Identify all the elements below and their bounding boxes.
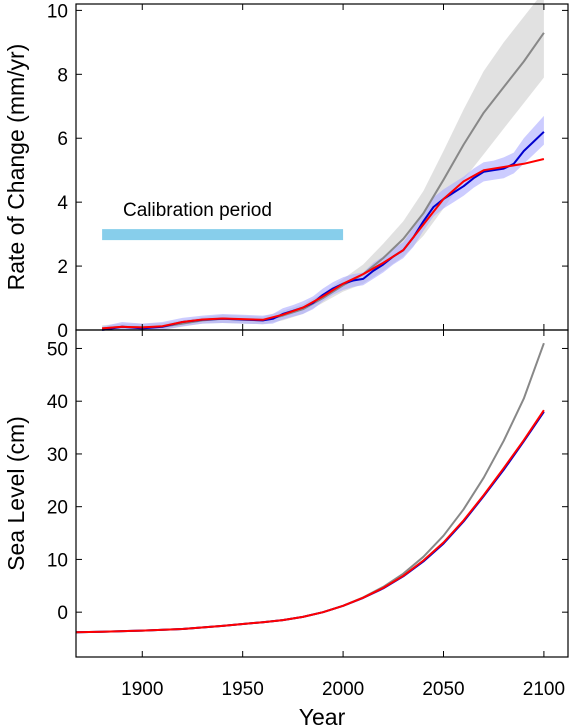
y-tick-label: 2 bbox=[57, 257, 68, 278]
series-line-0 bbox=[102, 32, 545, 330]
y-tick-label: 40 bbox=[47, 392, 68, 413]
rate-of-change-panel: Calibration period 0 2 4 6 8 10 Rate of Change … bbox=[3, 0, 569, 342]
y-axis-label: Sea Level (cm) bbox=[3, 416, 29, 571]
x-tick-label: 2050 bbox=[422, 679, 464, 700]
series-line-2 bbox=[75, 409, 545, 634]
plot-frame bbox=[75, 329, 569, 658]
series-line-1 bbox=[75, 411, 545, 634]
x-tick-label: 2000 bbox=[322, 679, 364, 700]
calibration-period-label: Calibration period bbox=[123, 200, 272, 221]
confidence-band-0 bbox=[102, 0, 544, 330]
y-tick-label: 0 bbox=[57, 321, 68, 342]
x-tick-label: 1900 bbox=[121, 679, 163, 700]
x-tick-label: 2100 bbox=[523, 679, 565, 700]
series-line-0 bbox=[75, 342, 545, 634]
y-axis-label: Rate of Change (mm/yr) bbox=[3, 44, 29, 291]
y-tick-label: 0 bbox=[57, 603, 68, 624]
y-tick-label: 6 bbox=[57, 129, 68, 150]
y-tick-label: 30 bbox=[47, 445, 68, 466]
y-tick-label: 8 bbox=[57, 65, 68, 86]
calibration-period-bar bbox=[102, 229, 344, 241]
y-tick-label: 50 bbox=[47, 339, 68, 360]
x-axis-label: Year bbox=[299, 704, 346, 728]
y-tick-label: 4 bbox=[57, 193, 68, 214]
y-tick-label: 10 bbox=[47, 550, 68, 571]
sea-level-panel: 0 10 20 30 40 50 1900 1950 2000 2050 2100 Sea Level… bbox=[3, 329, 569, 728]
y-tick-label: 10 bbox=[47, 1, 68, 22]
x-tick-label: 1950 bbox=[222, 679, 264, 700]
series-line-2 bbox=[102, 158, 545, 330]
y-tick-label: 20 bbox=[47, 498, 68, 519]
